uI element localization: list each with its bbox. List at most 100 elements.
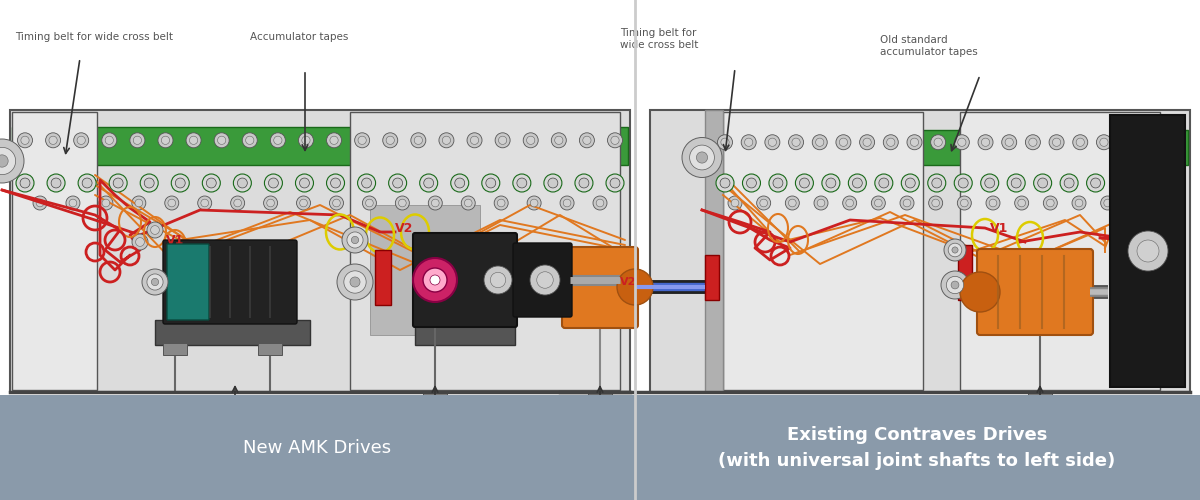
FancyBboxPatch shape bbox=[295, 402, 325, 414]
Circle shape bbox=[952, 281, 959, 289]
Text: Fast running motor: Fast running motor bbox=[990, 466, 1090, 476]
Text: New AMK Drives: New AMK Drives bbox=[242, 439, 391, 457]
Circle shape bbox=[133, 136, 142, 144]
Circle shape bbox=[878, 178, 889, 188]
Circle shape bbox=[883, 134, 899, 150]
Circle shape bbox=[1086, 174, 1104, 192]
Circle shape bbox=[274, 136, 282, 144]
Circle shape bbox=[960, 272, 1000, 312]
Circle shape bbox=[1168, 134, 1182, 150]
FancyBboxPatch shape bbox=[163, 343, 187, 355]
FancyBboxPatch shape bbox=[424, 390, 446, 400]
Circle shape bbox=[1129, 196, 1144, 210]
Circle shape bbox=[527, 136, 535, 144]
Circle shape bbox=[1028, 138, 1037, 146]
Circle shape bbox=[486, 178, 496, 188]
Circle shape bbox=[607, 133, 623, 148]
Text: V2: V2 bbox=[620, 277, 636, 287]
Circle shape bbox=[142, 269, 168, 295]
Circle shape bbox=[982, 138, 990, 146]
Circle shape bbox=[816, 138, 824, 146]
FancyBboxPatch shape bbox=[977, 249, 1093, 335]
FancyBboxPatch shape bbox=[722, 112, 923, 390]
Circle shape bbox=[842, 196, 857, 210]
Circle shape bbox=[928, 174, 946, 192]
Circle shape bbox=[146, 274, 163, 290]
FancyBboxPatch shape bbox=[960, 112, 1160, 390]
Circle shape bbox=[347, 232, 364, 248]
Circle shape bbox=[852, 178, 863, 188]
Circle shape bbox=[190, 136, 198, 144]
Circle shape bbox=[1123, 138, 1132, 146]
FancyBboxPatch shape bbox=[35, 402, 65, 414]
Circle shape bbox=[931, 134, 946, 150]
Circle shape bbox=[109, 174, 127, 192]
Circle shape bbox=[497, 199, 505, 207]
Circle shape bbox=[1075, 199, 1082, 207]
Circle shape bbox=[352, 236, 359, 244]
Circle shape bbox=[1012, 178, 1021, 188]
Circle shape bbox=[907, 134, 922, 150]
Circle shape bbox=[593, 196, 607, 210]
Circle shape bbox=[792, 138, 800, 146]
Circle shape bbox=[696, 152, 708, 163]
Circle shape bbox=[300, 178, 310, 188]
Circle shape bbox=[871, 196, 886, 210]
Circle shape bbox=[560, 196, 574, 210]
Circle shape bbox=[467, 133, 482, 148]
Circle shape bbox=[395, 196, 409, 210]
Circle shape bbox=[36, 199, 44, 207]
Circle shape bbox=[1117, 178, 1127, 188]
Circle shape bbox=[330, 178, 341, 188]
Circle shape bbox=[439, 133, 454, 148]
Circle shape bbox=[901, 174, 919, 192]
Circle shape bbox=[151, 226, 160, 234]
Circle shape bbox=[911, 138, 918, 146]
Circle shape bbox=[494, 196, 508, 210]
Circle shape bbox=[548, 178, 558, 188]
Circle shape bbox=[563, 199, 571, 207]
Circle shape bbox=[420, 174, 438, 192]
Circle shape bbox=[148, 222, 163, 238]
Circle shape bbox=[859, 134, 875, 150]
FancyBboxPatch shape bbox=[12, 112, 97, 390]
Circle shape bbox=[760, 199, 768, 207]
Circle shape bbox=[948, 243, 962, 257]
Circle shape bbox=[512, 174, 530, 192]
Circle shape bbox=[527, 196, 541, 210]
Circle shape bbox=[1097, 134, 1111, 150]
Circle shape bbox=[337, 264, 373, 300]
Circle shape bbox=[246, 136, 254, 144]
Circle shape bbox=[443, 136, 450, 144]
Circle shape bbox=[1144, 134, 1159, 150]
Circle shape bbox=[941, 271, 970, 299]
Text: Timing belt for wide cross belt: Timing belt for wide cross belt bbox=[14, 32, 173, 42]
Circle shape bbox=[1076, 138, 1085, 146]
Circle shape bbox=[1073, 134, 1087, 150]
Circle shape bbox=[140, 174, 158, 192]
Circle shape bbox=[455, 178, 464, 188]
Text: V2: V2 bbox=[395, 222, 413, 235]
Circle shape bbox=[530, 265, 560, 295]
Circle shape bbox=[788, 199, 796, 207]
Circle shape bbox=[168, 199, 175, 207]
FancyBboxPatch shape bbox=[445, 402, 475, 414]
FancyBboxPatch shape bbox=[755, 402, 785, 414]
Circle shape bbox=[78, 174, 96, 192]
Circle shape bbox=[744, 138, 752, 146]
Circle shape bbox=[264, 196, 277, 210]
FancyBboxPatch shape bbox=[514, 243, 572, 317]
Circle shape bbox=[330, 196, 343, 210]
Circle shape bbox=[203, 174, 221, 192]
Circle shape bbox=[1140, 174, 1158, 192]
Circle shape bbox=[383, 133, 397, 148]
Circle shape bbox=[82, 178, 92, 188]
Circle shape bbox=[98, 196, 113, 210]
Circle shape bbox=[986, 196, 1000, 210]
FancyBboxPatch shape bbox=[155, 320, 310, 345]
FancyBboxPatch shape bbox=[350, 112, 620, 390]
FancyBboxPatch shape bbox=[145, 402, 175, 414]
Circle shape bbox=[952, 247, 958, 253]
Circle shape bbox=[575, 174, 593, 192]
Circle shape bbox=[721, 138, 730, 146]
